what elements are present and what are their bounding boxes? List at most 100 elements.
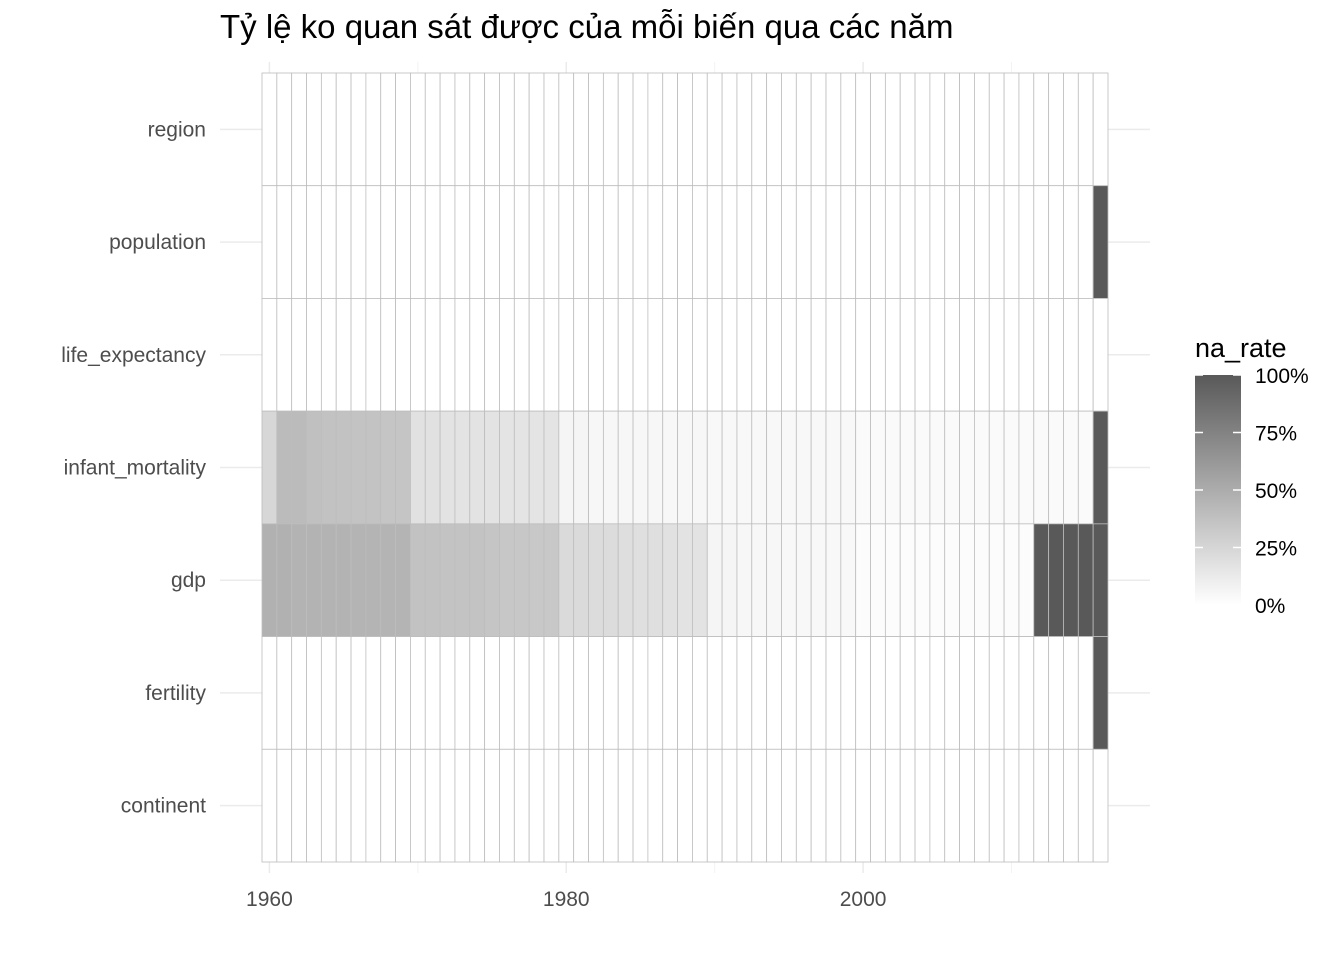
- heatmap-tile: [602, 636, 619, 750]
- heatmap-tile: [261, 72, 278, 187]
- heatmap-tile: [350, 410, 367, 525]
- heatmap-tile: [855, 748, 871, 863]
- heatmap-tile: [884, 748, 901, 863]
- x-tick-label: 1960: [246, 888, 293, 911]
- heatmap-tile: [395, 636, 411, 750]
- heatmap-tile: [513, 185, 530, 299]
- legend-title: na_rate: [1195, 333, 1287, 363]
- heatmap-tile: [988, 185, 1005, 299]
- heatmap-tile: [513, 748, 530, 863]
- heatmap-tile: [573, 298, 589, 412]
- heatmap-tile: [884, 298, 901, 412]
- heatmap-tile: [884, 410, 901, 525]
- heatmap-tile: [543, 72, 560, 187]
- heatmap-tile: [974, 410, 990, 525]
- heatmap-tile: [424, 185, 441, 299]
- heatmap-tile: [528, 410, 545, 525]
- heatmap-tile: [944, 523, 960, 637]
- heatmap-tile: [795, 298, 812, 412]
- heatmap-tile: [974, 298, 990, 412]
- heatmap-tile: [870, 185, 886, 299]
- heatmap-tile: [365, 298, 382, 412]
- heatmap-tile: [424, 636, 441, 750]
- heatmap-tile: [795, 523, 812, 637]
- heatmap-tile: [617, 298, 634, 412]
- heatmap-tile: [914, 636, 931, 750]
- heatmap-tile: [410, 748, 426, 863]
- heatmap-tile: [380, 185, 396, 299]
- heatmap-tile: [944, 72, 960, 187]
- heatmap-tile: [1048, 523, 1064, 637]
- heatmap-tile: [588, 72, 604, 187]
- heatmap-tile: [1048, 410, 1064, 525]
- heatmap-tile: [558, 410, 575, 525]
- heatmap-tile: [513, 72, 530, 187]
- heatmap-tile: [1003, 748, 1020, 863]
- heatmap-tile: [914, 72, 931, 187]
- heatmap-tile: [692, 636, 708, 750]
- heatmap-tile: [320, 298, 337, 412]
- heatmap-tile: [662, 298, 678, 412]
- heatmap-tile: [959, 748, 975, 863]
- heatmap-tile: [306, 748, 322, 863]
- heatmap-tile: [276, 185, 293, 299]
- heatmap-tile: [306, 410, 322, 525]
- heatmap-tile: [350, 523, 367, 637]
- heatmap-tile: [395, 748, 411, 863]
- x-axis-labels: 1960 1980 2000: [246, 888, 886, 911]
- heatmap-tile: [588, 298, 604, 412]
- heatmap-tile: [573, 748, 589, 863]
- heatmap-tile: [781, 410, 797, 525]
- heatmap-tile: [617, 185, 634, 299]
- heatmap-tile: [1092, 185, 1109, 299]
- heatmap-tile: [291, 523, 307, 637]
- heatmap-tile: [602, 298, 619, 412]
- heatmap-tile: [677, 748, 693, 863]
- heatmap-tile: [424, 298, 441, 412]
- heatmap-tile: [974, 72, 990, 187]
- heatmap-tile: [884, 636, 901, 750]
- heatmap-tile: [988, 636, 1005, 750]
- heatmap-tile: [677, 298, 693, 412]
- heatmap-tile: [558, 636, 575, 750]
- heatmap-tile: [335, 636, 352, 750]
- heatmap-tile: [692, 298, 708, 412]
- heatmap-tile: [454, 523, 471, 637]
- heatmap-tile: [944, 748, 960, 863]
- heatmap-tile: [365, 410, 382, 525]
- heatmap-tile: [899, 636, 916, 750]
- heatmap-tile: [825, 298, 842, 412]
- heatmap-tile: [810, 636, 827, 750]
- heatmap-tile: [380, 748, 396, 863]
- heatmap-tile: [573, 410, 589, 525]
- heatmap-tile: [736, 72, 753, 187]
- legend-label: 50%: [1255, 480, 1297, 503]
- heatmap-tile: [781, 185, 797, 299]
- y-tick-label: infant_mortality: [64, 457, 207, 480]
- heatmap-tile: [647, 72, 664, 187]
- heatmap-tile: [929, 748, 946, 863]
- heatmap-tile: [781, 298, 797, 412]
- heatmap-tile: [395, 523, 411, 637]
- y-tick-label: population: [109, 231, 206, 254]
- heatmap-tile: [1048, 72, 1064, 187]
- heatmap-tile: [1003, 523, 1020, 637]
- heatmap-tile: [840, 748, 857, 863]
- heatmap-tile: [306, 523, 322, 637]
- heatmap-tile: [1063, 523, 1079, 637]
- heatmap-tile: [974, 185, 990, 299]
- heatmap-tile: [647, 185, 664, 299]
- heatmap-tile: [944, 185, 960, 299]
- heatmap-tile: [410, 298, 426, 412]
- legend-label: 0%: [1255, 595, 1285, 618]
- heatmap-tile: [974, 748, 990, 863]
- heatmap-tile: [484, 410, 500, 525]
- heatmap-tile: [276, 523, 293, 637]
- heatmap-tile: [365, 748, 382, 863]
- heatmap-tile: [1092, 298, 1109, 412]
- heatmap-tile: [632, 185, 649, 299]
- heatmap-tile: [588, 748, 604, 863]
- heatmap-tile: [721, 185, 738, 299]
- legend-label: 75%: [1255, 423, 1297, 446]
- heatmap-tile: [959, 636, 975, 750]
